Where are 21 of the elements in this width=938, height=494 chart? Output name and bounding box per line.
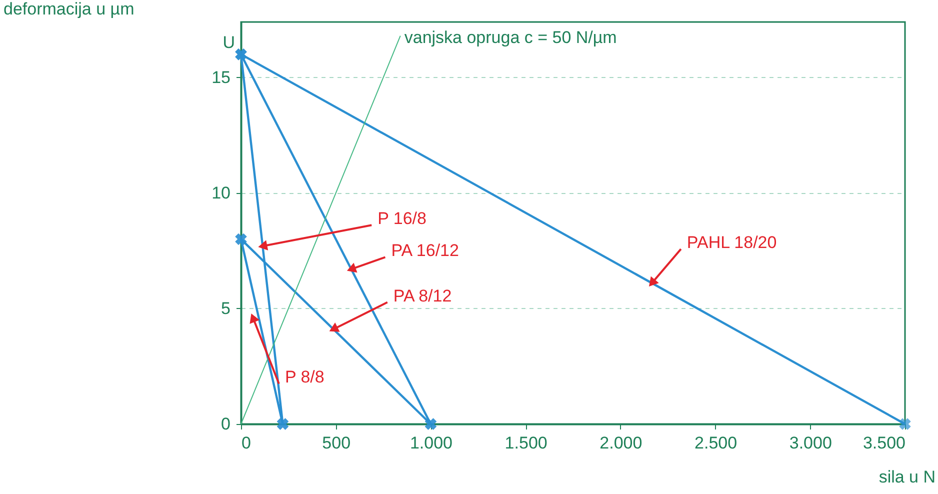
x-tick-label: 3.500 xyxy=(862,434,906,452)
x-tick-label: 3.000 xyxy=(789,434,832,452)
x-tick-label: 2.500 xyxy=(694,434,738,452)
annotation: P 8/8 xyxy=(284,368,324,387)
annotation: P 16/8 xyxy=(378,209,426,228)
y-axis-title: deformacija u µm xyxy=(4,0,134,18)
series-label: vanjska opruga c = 50 N/µm xyxy=(404,28,617,47)
x-axis-title: sila u N xyxy=(878,468,936,486)
annotation: PA 16/12 xyxy=(391,241,459,260)
x-tick-label: 500 xyxy=(322,434,351,452)
x-tick-label: 2.000 xyxy=(600,434,642,452)
x-tick-label: 0 xyxy=(242,434,251,452)
x-tick-label: 1.500 xyxy=(504,434,548,452)
y-tick-label: 0 xyxy=(221,414,230,434)
annotation: PA 8/12 xyxy=(393,286,452,306)
x-tick-label: 1.000 xyxy=(410,434,452,452)
annotation: PAHL 18/20 xyxy=(686,233,777,252)
y-tick-label: 5 xyxy=(221,298,230,318)
y-tick-label: 15 xyxy=(212,68,230,87)
y-tick-label: 10 xyxy=(212,183,230,202)
text: U xyxy=(222,33,235,52)
